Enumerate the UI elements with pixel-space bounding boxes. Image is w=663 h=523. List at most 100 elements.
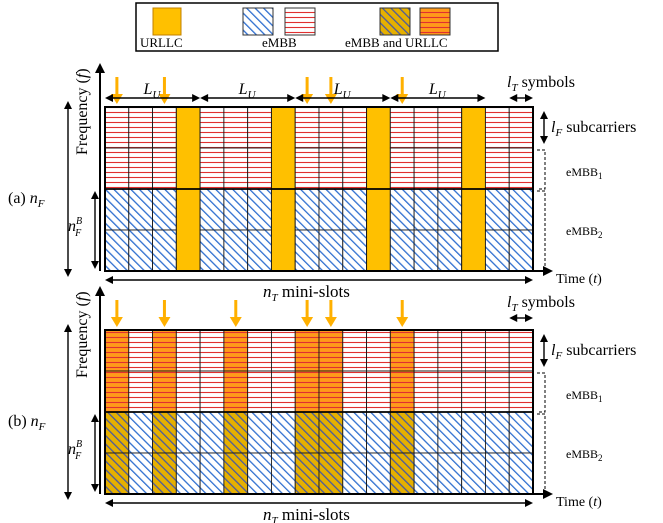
embb2-cell xyxy=(104,411,130,454)
embb2-cell xyxy=(104,188,130,231)
embb1-cell xyxy=(247,329,272,372)
embb2-cell xyxy=(223,229,249,272)
embb1-cell xyxy=(318,329,344,372)
legend: URLLC eMBB eMBB and URLLC xyxy=(135,2,499,52)
embb1-cell xyxy=(389,147,415,190)
nT-label: nT mini-slots xyxy=(263,282,350,304)
embb1-cell xyxy=(175,370,201,413)
embb2-cell xyxy=(152,188,177,231)
urllc-arrival-arrow xyxy=(158,300,171,327)
embb1-cell xyxy=(104,106,130,149)
embb1-cell xyxy=(199,329,225,372)
embb1-cell xyxy=(128,329,154,372)
embb1-cell xyxy=(461,370,486,413)
panel-label: (a) nF xyxy=(8,190,45,210)
embb1-cell xyxy=(104,329,130,372)
embb2-cell xyxy=(484,188,510,231)
embb2-cell xyxy=(104,452,130,495)
embb1-bracket xyxy=(537,149,546,190)
time-axis-head xyxy=(543,266,553,276)
legend-overlap-red-swatch xyxy=(419,7,451,36)
embb2-cell xyxy=(461,452,486,495)
LU-label: LU xyxy=(333,81,352,101)
frequency-axis-head xyxy=(95,63,105,73)
frequency-label: Frequency (f) xyxy=(74,68,91,155)
legend-embb-red-swatch xyxy=(284,7,316,36)
embb1-cell xyxy=(152,147,177,190)
embb1-cell xyxy=(223,147,249,190)
embb1-cell xyxy=(152,370,177,413)
embb2-cell xyxy=(484,229,510,272)
nFB-span-arrow xyxy=(91,414,99,492)
embb1-cell xyxy=(484,370,510,413)
embb2-cell xyxy=(342,411,368,454)
embb2-cell xyxy=(294,188,320,231)
embb1-cell xyxy=(413,147,439,190)
panel-b: lT symbols lF subcarriers eMBB1 eMBB2 Freque… xyxy=(8,286,636,523)
nT-label: nT mini-slots xyxy=(263,505,350,523)
urllc-arrival-arrow xyxy=(301,77,314,104)
embb2-cell xyxy=(152,452,177,495)
LU-span-arrow xyxy=(200,94,296,102)
embb2-cell xyxy=(389,411,415,454)
embb2-label: eMBB2 xyxy=(566,224,603,240)
embb1-cell xyxy=(199,147,225,190)
embb2-cell xyxy=(175,452,201,495)
lT-label: lT symbols xyxy=(507,74,575,94)
embb2-cell xyxy=(152,229,177,272)
embb2-cell xyxy=(508,188,534,231)
LU-label: LU xyxy=(238,81,257,101)
embb1-cell xyxy=(318,106,344,149)
embb1-cell xyxy=(199,370,225,413)
lF-span-arrow xyxy=(540,111,548,144)
embb1-cell xyxy=(270,370,296,413)
frequency-axis-head xyxy=(95,286,105,296)
embb1-cell xyxy=(389,329,415,372)
legend-urllc-swatch xyxy=(152,7,182,36)
embb1-cell xyxy=(247,106,272,149)
embb1-cell xyxy=(128,106,154,149)
embb2-cell xyxy=(294,452,320,495)
embb2-cell xyxy=(508,411,534,454)
embb2-cell xyxy=(223,452,249,495)
embb1-cell xyxy=(294,370,320,413)
urllc-arrival-arrow xyxy=(158,77,171,104)
embb2-cell xyxy=(199,411,225,454)
embb2-cell xyxy=(366,411,391,454)
embb1-cell xyxy=(318,370,344,413)
embb2-cell xyxy=(366,452,391,495)
embb1-cell xyxy=(223,106,249,149)
legend-urllc-label: URLLC xyxy=(140,35,183,50)
frequency-label: Frequency (f) xyxy=(74,291,91,378)
nFB-span-arrow xyxy=(91,191,99,269)
lT-span-arrow xyxy=(509,94,533,102)
embb2-cell xyxy=(484,411,510,454)
embb2-cell xyxy=(128,229,154,272)
embb2-cell xyxy=(389,188,415,231)
embb2-cell xyxy=(389,452,415,495)
time-axis-head xyxy=(543,489,553,499)
nF-span-arrow xyxy=(64,101,72,277)
LU-label: LU xyxy=(143,81,162,101)
embb1-cell xyxy=(484,106,510,149)
time-label: Time (t) xyxy=(556,495,602,510)
legend-overlap-label: eMBB and URLLC xyxy=(345,35,448,50)
embb1-cell xyxy=(128,370,154,413)
legend-overlap-blue-swatch xyxy=(379,7,411,36)
urllc-arrival-arrow xyxy=(396,300,409,327)
embb1-bracket xyxy=(537,372,546,413)
embb2-cell xyxy=(128,452,154,495)
panel-a: LU LU LU LU lT symbols lF subcarriers eMBB1 eMB… xyxy=(8,63,636,304)
embb2-cell xyxy=(437,188,463,231)
embb1-cell xyxy=(128,147,154,190)
embb2-cell xyxy=(199,188,225,231)
embb1-cell xyxy=(413,106,439,149)
nT-span-arrow xyxy=(105,276,533,284)
lF-label: lF subcarriers xyxy=(551,342,636,362)
embb2-label: eMBB2 xyxy=(566,447,603,463)
embb1-label: eMBB1 xyxy=(566,388,603,404)
embb2-cell xyxy=(270,452,296,495)
panel-label: (b) nF xyxy=(8,413,46,433)
embb1-cell xyxy=(508,370,534,413)
